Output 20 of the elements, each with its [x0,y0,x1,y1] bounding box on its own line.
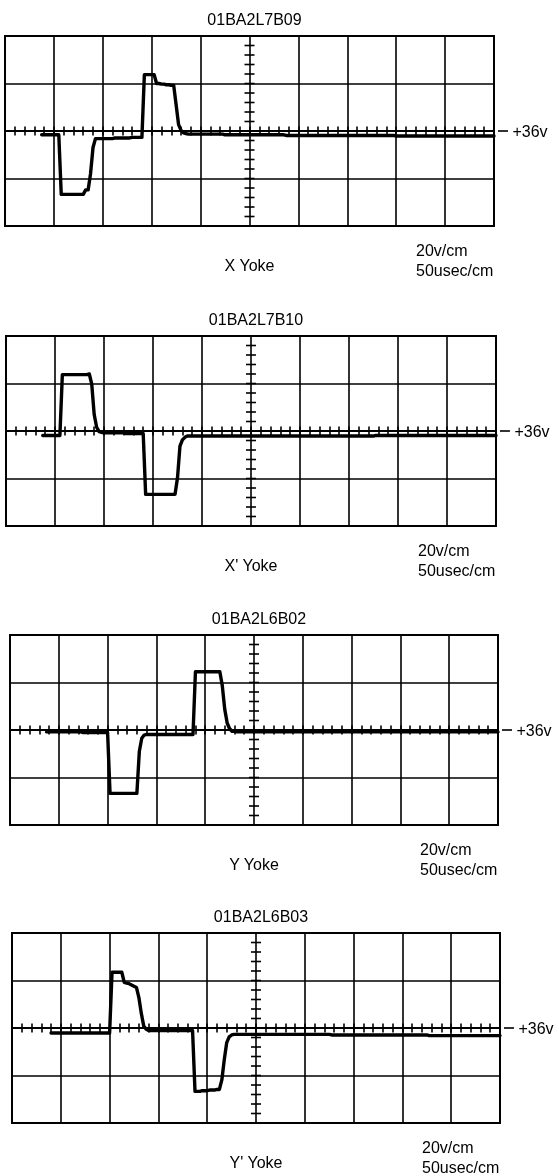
chart-title: 01BA2L7B10 [208,310,304,328]
x-axis-title: Y Yoke [229,855,279,873]
x-axis-title: X Yoke [224,256,275,274]
text: 20v/cm [422,1138,474,1156]
ref-line-label: +36v [512,721,552,739]
text: 20v/cm [420,840,472,858]
chart-title: 01BA2L6B03 [213,907,309,925]
x-axis-title: X' Yoke [224,556,278,574]
chart-title: 01BA2L6B02 [211,609,307,627]
text: 20v/cm [416,241,468,259]
ref-line-label: +36v [508,122,548,140]
ref-line-label: +36v [510,422,550,440]
text: 50usec/cm [420,860,498,878]
text: 50usec/cm [416,261,494,279]
text: 50usec/cm [422,1158,500,1176]
text: 20v/cm [418,541,470,559]
text: 50usec/cm [418,561,496,579]
x-axis-title: Y' Yoke [229,1153,283,1171]
ref-line-label: +36v [514,1019,554,1037]
chart-title: 01BA2L7B09 [207,10,302,28]
